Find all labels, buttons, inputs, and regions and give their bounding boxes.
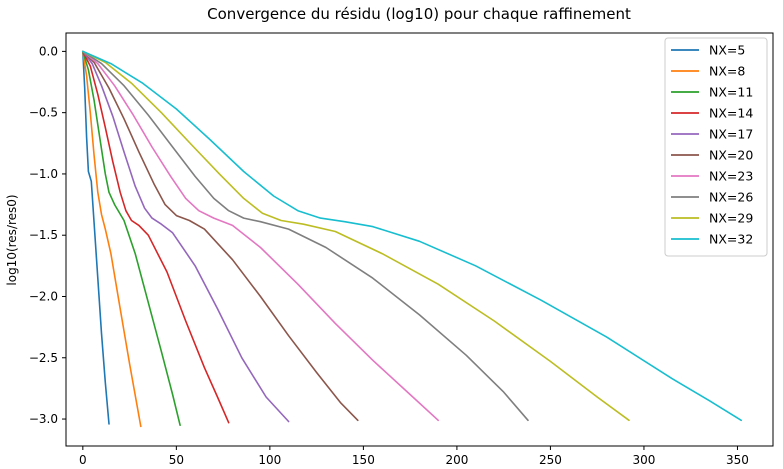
y-tick-label: 0.0 [39, 44, 58, 58]
legend-label: NX=14 [709, 106, 753, 121]
axis-ticks: 0 50 100 150 200 250 300 350 0.0 −0.5 −1.0 −1.5 −2.0… [29, 44, 749, 467]
series-line-nx-5 [82, 50, 110, 425]
y-tick-label: −0.5 [29, 106, 58, 120]
y-tick-label: −1.0 [29, 167, 58, 181]
chart-title: Convergence du résidu (log10) pour chaqu… [207, 5, 631, 23]
series-line-nx-8 [82, 50, 142, 428]
plot-frame [65, 32, 774, 447]
y-tick-label: −1.5 [29, 228, 58, 242]
x-tick-label: 200 [445, 453, 468, 467]
legend-label: NX=17 [709, 127, 753, 142]
x-tick-label: 300 [632, 453, 655, 467]
x-tick-label: 150 [352, 453, 375, 467]
legend-label: NX=8 [709, 64, 745, 79]
series-lines [82, 50, 742, 428]
series-line-nx-32 [82, 50, 742, 422]
x-tick-label: 0 [79, 453, 87, 467]
y-axis-label: log10(res/res0) [5, 194, 19, 285]
legend-label: NX=5 [709, 43, 745, 58]
series-line-nx-14 [82, 50, 230, 424]
y-tick-label: −2.5 [29, 351, 58, 365]
legend-label: NX=26 [709, 190, 753, 205]
legend-label: NX=29 [709, 211, 753, 226]
series-line-nx-26 [82, 50, 529, 422]
legend-label: NX=23 [709, 169, 753, 184]
legend: NX=5 NX=8 NX=11 NX=14 NX=17 NX=20 NX=23 NX=26 NX… [664, 37, 768, 257]
x-tick-label: 50 [169, 453, 184, 467]
legend-label: NX=32 [709, 232, 753, 247]
x-tick-label: 100 [258, 453, 281, 467]
legend-label: NX=11 [709, 85, 753, 100]
series-line-nx-17 [82, 50, 290, 423]
series-line-nx-20 [82, 50, 359, 422]
series-line-nx-11 [82, 50, 181, 426]
series-line-nx-23 [82, 50, 439, 422]
series-line-nx-29 [82, 50, 630, 422]
y-tick-label: −3.0 [29, 412, 58, 426]
x-tick-label: 350 [726, 453, 749, 467]
y-tick-label: −2.0 [29, 289, 58, 303]
legend-label: NX=20 [709, 148, 753, 163]
x-tick-label: 250 [539, 453, 562, 467]
